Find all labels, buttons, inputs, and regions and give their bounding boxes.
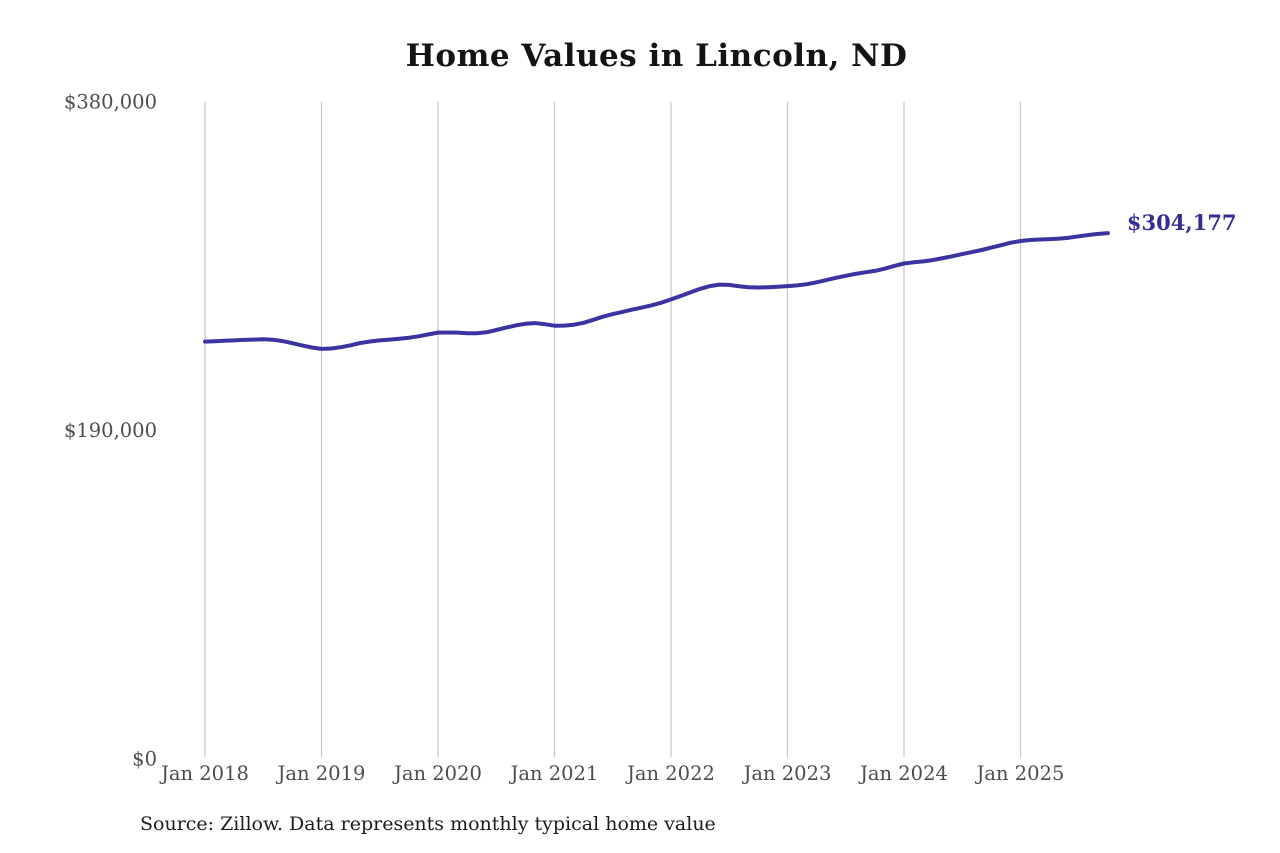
y-tick-label: $380,000 — [64, 91, 157, 114]
x-tick-label: Jan 2024 — [858, 762, 948, 785]
x-tick-label: Jan 2018 — [159, 762, 249, 785]
home-value-line — [203, 231, 1110, 351]
chart-title: Home Values in Lincoln, ND — [405, 38, 908, 74]
end-value-label: $304,177 — [1127, 210, 1237, 235]
x-tick-label: Jan 2019 — [276, 762, 366, 785]
y-tick-label: $190,000 — [64, 419, 157, 442]
x-tick-label: Jan 2020 — [392, 762, 482, 785]
x-tick-label: Jan 2025 — [975, 762, 1065, 785]
x-tick-label: Jan 2023 — [742, 762, 832, 785]
source-note: Source: Zillow. Data represents monthly … — [140, 813, 716, 835]
y-tick-label: $0 — [132, 748, 157, 771]
x-tick-label: Jan 2022 — [625, 762, 715, 785]
x-tick-label: Jan 2021 — [509, 762, 599, 785]
